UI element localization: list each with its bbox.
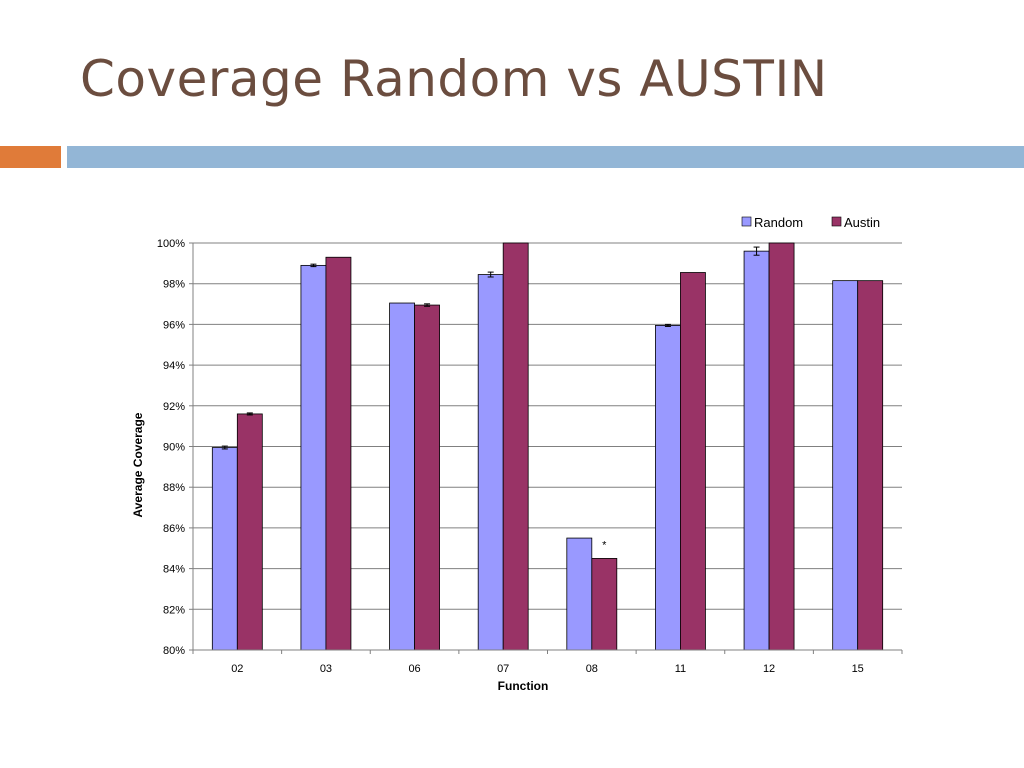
bar-austin-02 [236, 413, 263, 651]
x-tick-label: 03 [320, 663, 332, 675]
y-tick-label: 92% [163, 401, 185, 413]
x-axis-title: Function [498, 679, 549, 693]
y-tick-label: 98% [163, 279, 185, 291]
y-tick-label: 86% [163, 523, 185, 535]
legend-swatch-austin [831, 216, 842, 227]
x-tick-label: 15 [852, 663, 864, 675]
bars [211, 242, 884, 651]
bar-random-12 [743, 250, 770, 651]
annotation-asterisk: * [602, 539, 607, 551]
bar-random-15 [832, 280, 859, 651]
bar-random-02 [211, 447, 238, 651]
y-tick-label: 94% [163, 360, 185, 372]
y-tick-label: 88% [163, 482, 185, 494]
x-tick-label: 02 [231, 663, 243, 675]
bar-random-08 [566, 537, 593, 651]
legend-swatch-random [741, 216, 752, 227]
bar-austin-11 [680, 272, 706, 651]
y-tick-label: 82% [163, 604, 185, 616]
x-tick-label: 06 [408, 663, 420, 675]
bar-austin-03 [325, 256, 352, 651]
legend-label-austin: Austin [844, 215, 880, 230]
bar-random-07 [477, 274, 504, 651]
y-tick-label: 100% [157, 238, 185, 250]
slide-title: Coverage Random vs AUSTIN [80, 50, 828, 108]
x-tick-label: 08 [586, 663, 598, 675]
x-tick-label: 11 [675, 663, 686, 675]
x-tick-labels: 02 03 06 07 08 11 12 15 [231, 663, 864, 675]
y-tick-label: 84% [163, 564, 185, 576]
annotations: * [602, 539, 607, 551]
y-tick-label: 96% [163, 319, 185, 331]
legend: Random Austin [741, 215, 880, 230]
bar-random-11 [655, 325, 681, 651]
y-axis-title: Average Coverage [131, 412, 145, 517]
accent-bar-blue [67, 146, 1024, 168]
legend-label-random: Random [754, 215, 803, 230]
x-tick-label: 12 [763, 663, 775, 675]
error-bars [221, 246, 760, 450]
y-tick-labels: 80% 82% 84% 86% 88% 90% 92% 94% 96% 98% 100% [157, 238, 185, 657]
bar-random-06 [389, 302, 415, 651]
accent-bar-orange [0, 146, 61, 168]
bar-austin-12 [768, 242, 795, 651]
y-tick-label: 80% [163, 645, 185, 657]
bar-austin-07 [502, 242, 529, 651]
y-tick-label: 90% [163, 442, 185, 454]
bar-random-03 [300, 264, 327, 651]
bar-austin-15 [857, 280, 884, 651]
bar-austin-06 [414, 304, 440, 651]
bar-austin-08 [591, 558, 618, 651]
x-tick-label: 07 [497, 663, 509, 675]
